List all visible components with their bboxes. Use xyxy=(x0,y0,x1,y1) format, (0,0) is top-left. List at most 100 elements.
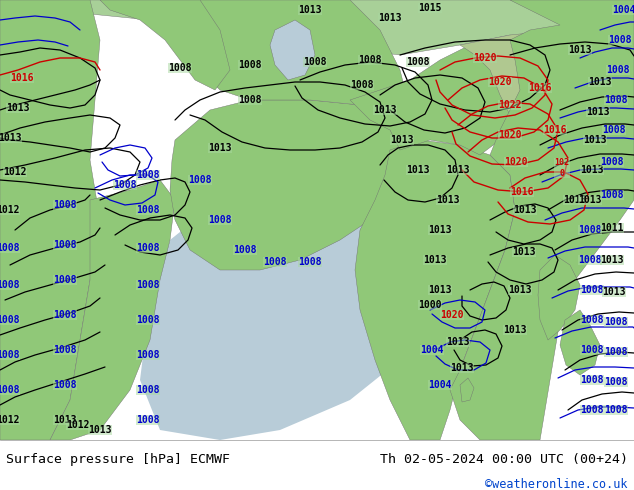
Text: 1008: 1008 xyxy=(238,60,262,70)
Polygon shape xyxy=(450,0,634,440)
Text: 1020: 1020 xyxy=(504,157,527,167)
Text: 1008: 1008 xyxy=(263,257,287,267)
Text: 102
0: 102 0 xyxy=(555,158,569,178)
Text: 1008: 1008 xyxy=(0,280,20,290)
Text: 1008: 1008 xyxy=(113,180,137,190)
Text: 1008: 1008 xyxy=(136,385,160,395)
Polygon shape xyxy=(430,150,580,340)
Polygon shape xyxy=(538,255,580,340)
Text: 1013: 1013 xyxy=(428,285,452,295)
Text: 1008: 1008 xyxy=(578,225,602,235)
Text: 1013: 1013 xyxy=(406,165,430,175)
Text: 1008: 1008 xyxy=(580,285,604,295)
Text: 1013: 1013 xyxy=(88,425,112,435)
Polygon shape xyxy=(150,0,410,120)
Text: 1008: 1008 xyxy=(350,80,374,90)
Text: 1008: 1008 xyxy=(406,57,430,67)
Text: 1013: 1013 xyxy=(0,133,22,143)
Text: 1020: 1020 xyxy=(440,310,463,320)
Text: 1008: 1008 xyxy=(208,215,232,225)
Text: 1013: 1013 xyxy=(586,107,610,117)
Polygon shape xyxy=(250,115,315,155)
Text: 1008: 1008 xyxy=(358,55,382,65)
Polygon shape xyxy=(350,40,520,155)
Polygon shape xyxy=(300,135,365,170)
Text: 1020: 1020 xyxy=(498,130,522,140)
Text: 1008: 1008 xyxy=(602,125,626,135)
Text: 1008: 1008 xyxy=(136,415,160,425)
Text: 1008: 1008 xyxy=(0,385,20,395)
Text: 1013: 1013 xyxy=(563,195,586,205)
Polygon shape xyxy=(0,0,634,55)
Text: 1008: 1008 xyxy=(604,347,628,357)
Text: 1012: 1012 xyxy=(0,205,20,215)
Text: 1013: 1013 xyxy=(53,415,77,425)
Text: 1013: 1013 xyxy=(428,225,452,235)
Text: 1013: 1013 xyxy=(588,77,612,87)
Text: 1004: 1004 xyxy=(420,345,444,355)
Text: 1013: 1013 xyxy=(450,363,474,373)
Text: 1013: 1013 xyxy=(580,165,604,175)
Text: 1013: 1013 xyxy=(436,195,460,205)
Text: 1008: 1008 xyxy=(600,190,624,200)
Text: 1016: 1016 xyxy=(528,83,552,93)
Text: 1016: 1016 xyxy=(543,125,567,135)
Polygon shape xyxy=(460,378,474,402)
Text: 1013: 1013 xyxy=(373,105,397,115)
Text: 1008: 1008 xyxy=(53,345,77,355)
Text: 1022: 1022 xyxy=(498,100,522,110)
Text: 1008: 1008 xyxy=(580,405,604,415)
Text: Surface pressure [hPa] ECMWF: Surface pressure [hPa] ECMWF xyxy=(6,452,230,466)
Text: 1020: 1020 xyxy=(488,77,512,87)
Text: 1013: 1013 xyxy=(446,337,470,347)
Text: 1008: 1008 xyxy=(298,257,321,267)
Text: 1013: 1013 xyxy=(512,247,536,257)
Text: 1013: 1013 xyxy=(391,135,414,145)
Text: 1008: 1008 xyxy=(168,63,191,73)
Text: 1013: 1013 xyxy=(578,195,602,205)
Text: 1008: 1008 xyxy=(604,377,628,387)
Text: 1008: 1008 xyxy=(53,275,77,285)
Text: 1008: 1008 xyxy=(578,255,602,265)
Text: 1008: 1008 xyxy=(136,315,160,325)
Text: 1000: 1000 xyxy=(418,300,442,310)
Polygon shape xyxy=(355,140,515,440)
Text: 1008: 1008 xyxy=(53,380,77,390)
Text: 1008: 1008 xyxy=(238,95,262,105)
Text: 1013: 1013 xyxy=(568,45,592,55)
Polygon shape xyxy=(0,0,100,440)
Text: 1008: 1008 xyxy=(604,405,628,415)
Polygon shape xyxy=(460,30,634,120)
Text: 1008: 1008 xyxy=(0,350,20,360)
Text: 1012: 1012 xyxy=(3,167,27,177)
Text: 1008: 1008 xyxy=(136,205,160,215)
Polygon shape xyxy=(170,100,400,270)
Polygon shape xyxy=(170,140,210,230)
Text: 1008: 1008 xyxy=(604,317,628,327)
Text: 1008: 1008 xyxy=(580,345,604,355)
Text: 1015: 1015 xyxy=(418,3,442,13)
Polygon shape xyxy=(560,310,600,375)
Text: 1008: 1008 xyxy=(233,245,257,255)
Text: 1008: 1008 xyxy=(303,57,327,67)
Polygon shape xyxy=(270,20,315,80)
Text: 1013: 1013 xyxy=(600,255,624,265)
Text: 1013: 1013 xyxy=(208,143,232,153)
Text: 1020: 1020 xyxy=(473,53,497,63)
Text: 1013: 1013 xyxy=(298,5,321,15)
Polygon shape xyxy=(140,150,440,440)
Text: 1008: 1008 xyxy=(0,315,20,325)
Polygon shape xyxy=(100,0,230,90)
Text: 1008: 1008 xyxy=(136,243,160,253)
Text: 1008: 1008 xyxy=(0,243,20,253)
Text: 1008: 1008 xyxy=(600,157,624,167)
Text: 1008: 1008 xyxy=(580,315,604,325)
Text: 1016: 1016 xyxy=(510,187,534,197)
Polygon shape xyxy=(50,180,175,440)
Text: 1004: 1004 xyxy=(428,380,452,390)
Text: 1013: 1013 xyxy=(602,287,626,297)
Text: 1013: 1013 xyxy=(508,285,532,295)
Text: 1013: 1013 xyxy=(446,165,470,175)
Text: 1011: 1011 xyxy=(600,223,624,233)
Text: ©weatheronline.co.uk: ©weatheronline.co.uk xyxy=(485,477,628,490)
